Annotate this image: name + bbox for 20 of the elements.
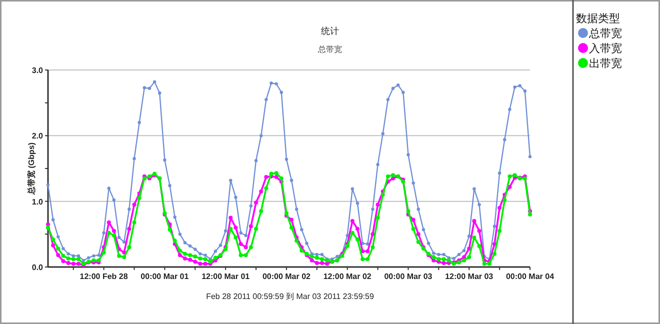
y-tick-label: 0.0 — [32, 263, 44, 272]
chart-subtitle: 总带宽 — [317, 45, 342, 54]
x-tick-label: 00:00 Mar 03 — [384, 272, 433, 281]
y-tick-label: 2.0 — [32, 132, 44, 141]
x-tick-label: 00:00 Mar 04 — [506, 272, 555, 281]
x-tick-label: 12:00 Feb 28 — [80, 272, 128, 281]
chart-title: 统计 — [321, 26, 339, 36]
y-tick-label: 3.0 — [32, 66, 44, 75]
y-axis-title: 总带宽 (Gbps) — [26, 142, 36, 196]
x-tick-label: 12:00 Mar 03 — [445, 272, 494, 281]
legend-title: 数据类型 — [576, 12, 620, 25]
x-tick-label: 00:00 Mar 01 — [140, 272, 190, 281]
x-tick-label: 12:00 Mar 02 — [323, 272, 372, 281]
legend-label: 出带宽 — [589, 57, 622, 70]
x-tick-label: 00:00 Mar 02 — [262, 272, 312, 281]
legend-label: 总带宽 — [588, 27, 622, 40]
x-tick-label: 12:00 Mar 01 — [202, 272, 250, 281]
text: Feb 28 2011 00:59:59 到 Mar 03 2011 23:59:59 — [206, 292, 374, 301]
y-tick-label: 1.0 — [32, 197, 44, 206]
legend-label: 入带宽 — [589, 42, 622, 55]
